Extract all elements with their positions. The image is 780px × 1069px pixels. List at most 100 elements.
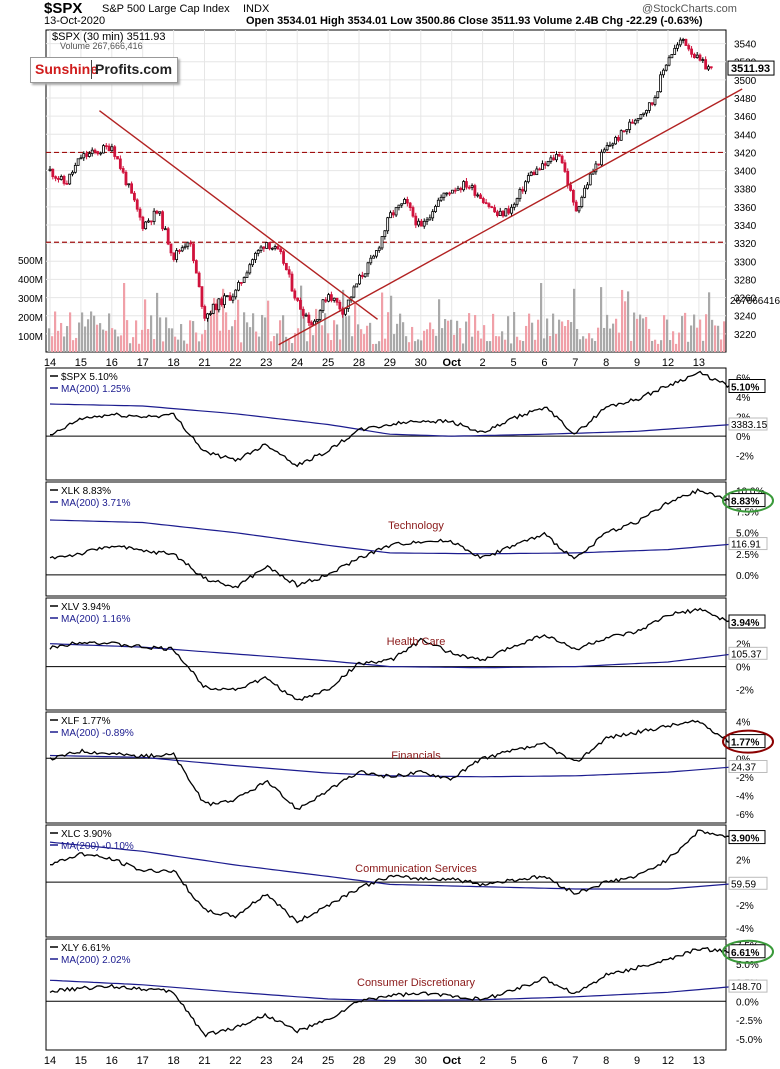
candle-body (529, 171, 533, 177)
bottom-x-tick-label: 6 (541, 1055, 547, 1067)
candle-body (372, 255, 375, 259)
volume-bar (360, 329, 363, 352)
candle-body (436, 199, 440, 207)
volume-bar (453, 334, 456, 352)
candle-body (293, 290, 297, 299)
volume-bar (306, 341, 309, 352)
volume-bar (90, 311, 93, 352)
last-value-box (728, 493, 766, 508)
volume-bar (447, 320, 450, 352)
ma-value-box (728, 759, 768, 773)
ma-value-label: 59.59 (731, 879, 756, 890)
sector-label: Communication Services (355, 863, 477, 875)
candle-body (228, 295, 232, 301)
candle-body (327, 294, 330, 302)
candle-body (707, 66, 710, 70)
candle-body (180, 247, 184, 252)
candle-body (214, 303, 218, 311)
candle-body (389, 212, 392, 219)
volume-bar (603, 327, 606, 352)
volume-bar (390, 295, 393, 352)
panel-tick-label: -6% (736, 810, 754, 821)
candle-body (110, 146, 114, 152)
candle-body (366, 262, 370, 275)
ma200-line (49, 403, 737, 437)
volume-bar (690, 325, 693, 352)
volume-bar (294, 332, 297, 352)
candle-body (470, 185, 474, 188)
volume-bar (459, 328, 462, 352)
volume-bar (213, 298, 216, 352)
volume-tick-label: 300M (18, 294, 43, 305)
volume-bar (276, 333, 279, 352)
volume-bar (630, 340, 633, 352)
candle-body (434, 206, 437, 213)
volume-bar (225, 312, 228, 352)
panel-tick-label: 0% (736, 663, 751, 674)
volume-bar (537, 319, 540, 352)
volume-bar (75, 337, 78, 352)
volume-bar (120, 335, 123, 352)
candle-body (118, 158, 122, 169)
volume-bar (63, 336, 66, 352)
volume-bar (96, 324, 99, 352)
candle-body (189, 242, 193, 245)
candle-body (614, 137, 617, 145)
candle-body (208, 313, 212, 315)
volume-bar (615, 318, 618, 352)
price-tick-label: 3320 (734, 239, 757, 250)
candle-body (380, 236, 384, 249)
volume-bar (561, 321, 564, 352)
candle-body (99, 152, 103, 155)
candle-body (633, 119, 637, 124)
volume-bar (672, 331, 675, 352)
volume-bar (576, 328, 579, 352)
volume-bar (492, 313, 495, 352)
x-tick-label: 21 (198, 357, 210, 369)
volume-bar (687, 341, 690, 352)
volume-bar (558, 319, 561, 352)
candle-body (391, 212, 395, 216)
panel-tick-label: 2% (736, 640, 751, 651)
volume-bar (84, 326, 87, 352)
candle-body (175, 250, 179, 260)
volume-bar (114, 329, 117, 352)
volume-bar (102, 329, 105, 352)
candle-body (664, 64, 668, 71)
relative-performance-line (49, 488, 731, 589)
candle-body (163, 228, 167, 231)
candle-body (338, 301, 342, 310)
candle-body (608, 144, 612, 147)
last-value-box (728, 614, 766, 629)
volume-bar (177, 339, 180, 352)
ma-value-box (728, 537, 768, 551)
panel-tick-label: 0.0% (736, 571, 759, 582)
candle-body (82, 153, 86, 159)
panel-tick-label: -2% (736, 901, 754, 912)
x-tick-label: 13 (693, 357, 705, 369)
volume-bar (372, 343, 375, 352)
panel-tick-label: 2% (736, 855, 751, 866)
candle-body (586, 184, 589, 189)
candle-body (408, 202, 412, 208)
volume-bar (708, 292, 711, 352)
volume-bar (621, 289, 624, 352)
volume-bar (405, 336, 408, 352)
candle-body (178, 250, 181, 252)
bottom-x-tick-label: 5 (510, 1055, 516, 1067)
candle-body (692, 53, 696, 58)
candle-body (448, 192, 451, 195)
candle-body (138, 208, 142, 218)
candle-body (133, 192, 136, 201)
candle-body (515, 198, 519, 205)
volume-bar (642, 318, 645, 352)
volume-bar (444, 319, 447, 352)
candle-body (107, 145, 111, 152)
volume-bar (417, 339, 420, 352)
ohlc-readout: Open 3534.01 High 3534.01 Low 3500.86 Cl… (246, 15, 703, 27)
candle-body (687, 45, 691, 50)
volume-bar (288, 339, 291, 352)
candle-body (68, 173, 72, 185)
x-tick-label: 30 (415, 357, 427, 369)
